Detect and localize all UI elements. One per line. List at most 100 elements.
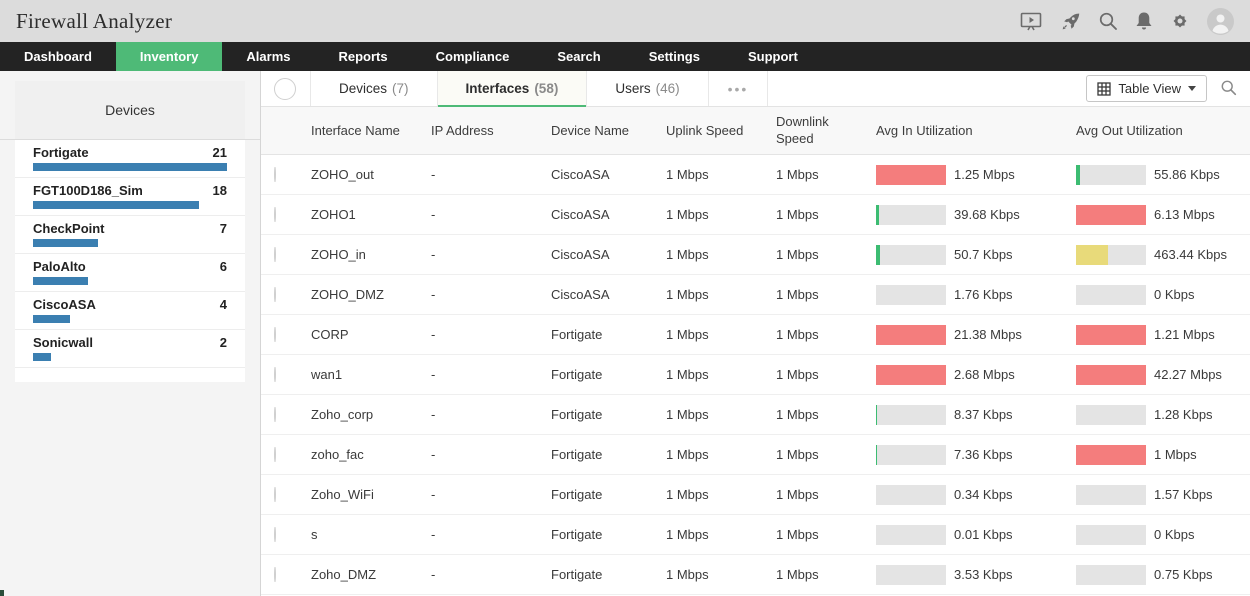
nav-item-support[interactable]: Support [724, 42, 822, 71]
ip-address-cell: - [431, 287, 436, 302]
table-search-icon[interactable] [1220, 79, 1237, 99]
device-count: 21 [212, 145, 227, 160]
device-summary-row[interactable]: CiscoASA 4 [15, 292, 245, 330]
downlink-speed-cell: 1 Mbps [776, 287, 819, 302]
uplink-speed-cell: 1 Mbps [666, 247, 709, 262]
downlink-speed-cell: 1 Mbps [776, 447, 819, 462]
utilization-value: 1.21 Mbps [1154, 327, 1215, 342]
nav-item-inventory[interactable]: Inventory [115, 42, 223, 71]
uplink-speed-cell: 1 Mbps [666, 447, 709, 462]
main-panel: Devices (7) Interfaces (58) Users (46) •… [260, 71, 1250, 596]
table-row[interactable]: Zoho_DMZ - Fortigate 1 Mbps 1 Mbps 3.53 … [261, 555, 1250, 595]
nav-item-dashboard[interactable]: Dashboard [0, 42, 116, 71]
table-row[interactable]: s - Fortigate 1 Mbps 1 Mbps 0.01 Kbps 0 … [261, 515, 1250, 555]
tab-count: (58) [534, 81, 559, 96]
utilization-value: 0 Kbps [1154, 527, 1195, 542]
utilization-value: 1 Mbps [1154, 447, 1197, 462]
tab-devices[interactable]: Devices (7) [310, 71, 437, 106]
row-select-radio[interactable] [274, 367, 276, 382]
device-count: 18 [212, 183, 227, 198]
device-summary-row[interactable]: Fortigate 21 [15, 140, 245, 178]
table-row[interactable]: CORP - Fortigate 1 Mbps 1 Mbps 21.38 Mbp… [261, 315, 1250, 355]
column-header: IP Address [431, 123, 494, 138]
utilization-value: 1.76 Kbps [954, 287, 1013, 302]
nav-item-label: Search [557, 49, 601, 64]
ip-address-cell: - [431, 367, 436, 382]
device-count-bar [33, 353, 52, 361]
table-row[interactable]: ZOHO_in - CiscoASA 1 Mbps 1 Mbps 50.7 Kb… [261, 235, 1250, 275]
row-select-radio[interactable] [274, 567, 276, 582]
row-select-radio[interactable] [274, 447, 276, 462]
nav-item-alarms[interactable]: Alarms [222, 42, 314, 71]
device-type-name: Fortigate [33, 145, 89, 160]
ip-address-cell: - [431, 527, 436, 542]
ip-address-cell: - [431, 447, 436, 462]
corner-chip [0, 590, 4, 596]
device-name-cell: CiscoASA [551, 207, 610, 222]
ip-address-cell: - [431, 407, 436, 422]
table-row[interactable]: Zoho_WiFi - Fortigate 1 Mbps 1 Mbps 0.34… [261, 475, 1250, 515]
row-select-radio[interactable] [274, 207, 276, 222]
row-select-radio[interactable] [274, 247, 276, 262]
row-select-radio[interactable] [274, 487, 276, 502]
nav-item-compliance[interactable]: Compliance [412, 42, 534, 71]
row-select-radio[interactable] [274, 327, 276, 342]
nav-item-label: Compliance [435, 49, 510, 64]
tab-interfaces[interactable]: Interfaces (58) [436, 71, 587, 107]
row-select-radio[interactable] [274, 287, 276, 302]
row-select-radio[interactable] [274, 167, 276, 182]
avg-out-utilization-cell: 55.86 Kbps [1076, 164, 1250, 185]
table-row[interactable]: wan1 - Fortigate 1 Mbps 1 Mbps 2.68 Mbps… [261, 355, 1250, 395]
device-summary-row[interactable]: Sonicwall 2 [15, 330, 245, 368]
interface-name-cell: zoho_fac [311, 447, 364, 462]
device-summary-row[interactable]: CheckPoint 7 [15, 216, 245, 254]
ip-address-cell: - [431, 567, 436, 582]
utilization-bar [1076, 364, 1146, 385]
nav-item-search[interactable]: Search [533, 42, 624, 71]
interface-name-cell: CORP [311, 327, 349, 342]
presentation-play-icon[interactable] [1019, 11, 1043, 31]
more-tabs-button[interactable]: ••• [707, 71, 769, 106]
row-select-radio[interactable] [274, 407, 276, 422]
header-icons [1019, 7, 1234, 35]
device-type-name: Sonicwall [33, 335, 93, 350]
table-row[interactable]: ZOHO_DMZ - CiscoASA 1 Mbps 1 Mbps 1.76 K… [261, 275, 1250, 315]
avg-in-utilization-cell: 50.7 Kbps [876, 244, 1076, 265]
tab-users[interactable]: Users (46) [586, 71, 707, 106]
table-row[interactable]: Zoho_corp - Fortigate 1 Mbps 1 Mbps 8.37… [261, 395, 1250, 435]
avg-out-utilization-cell: 1.28 Kbps [1076, 404, 1250, 425]
uplink-speed-cell: 1 Mbps [666, 207, 709, 222]
utilization-value: 55.86 Kbps [1154, 167, 1220, 182]
table-row[interactable]: ZOHO1 - CiscoASA 1 Mbps 1 Mbps 39.68 Kbp… [261, 195, 1250, 235]
chevron-down-icon [1188, 86, 1196, 91]
uplink-speed-cell: 1 Mbps [666, 327, 709, 342]
nav-item-settings[interactable]: Settings [625, 42, 724, 71]
nav-item-label: Support [747, 49, 798, 64]
device-name-cell: Fortigate [551, 327, 603, 342]
bell-icon[interactable] [1135, 11, 1153, 31]
utilization-bar [1076, 444, 1146, 465]
uplink-speed-cell: 1 Mbps [666, 287, 709, 302]
utilization-bar [876, 484, 946, 505]
device-summary-row[interactable]: PaloAlto 6 [15, 254, 245, 292]
row-select-radio[interactable] [274, 527, 276, 542]
utilization-value: 42.27 Mbps [1154, 367, 1222, 382]
gear-icon[interactable] [1170, 11, 1190, 31]
utilization-value: 463.44 Kbps [1154, 247, 1228, 262]
utilization-value: 6.13 Mbps [1154, 207, 1215, 222]
top-header: Firewall Analyzer [0, 0, 1250, 42]
search-icon[interactable] [1098, 11, 1118, 31]
avg-out-utilization-cell: 0 Kbps [1076, 524, 1250, 545]
nav-item-reports[interactable]: Reports [315, 42, 412, 71]
utilization-bar [876, 324, 946, 345]
utilization-bar [1076, 404, 1146, 425]
table-view-dropdown[interactable]: Table View [1086, 75, 1207, 102]
utilization-value: 39.68 Kbps [954, 207, 1020, 222]
user-avatar[interactable] [1207, 7, 1234, 35]
utilization-bar [1076, 524, 1146, 545]
device-summary-row[interactable]: FGT100D186_Sim 18 [15, 178, 245, 216]
rocket-icon[interactable] [1060, 11, 1081, 32]
select-all-radio[interactable] [274, 77, 296, 100]
table-row[interactable]: zoho_fac - Fortigate 1 Mbps 1 Mbps 7.36 … [261, 435, 1250, 475]
table-row[interactable]: ZOHO_out - CiscoASA 1 Mbps 1 Mbps 1.25 M… [261, 155, 1250, 195]
